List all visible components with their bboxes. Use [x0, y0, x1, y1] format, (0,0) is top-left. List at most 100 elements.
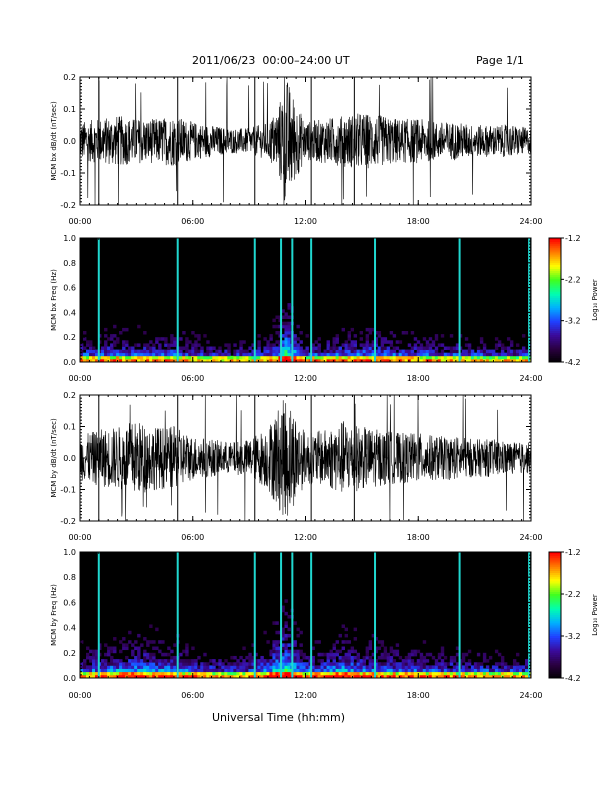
spectrogram-cell — [272, 655, 276, 660]
spectrogram-cell — [335, 352, 339, 357]
spectrogram-cell — [302, 671, 306, 676]
spectrogram-cell — [122, 646, 126, 651]
spectrogram-cell — [143, 637, 147, 641]
spectrogram-cell — [317, 640, 321, 644]
spectrogram-cell — [122, 343, 126, 347]
spectrogram-cell — [239, 340, 243, 344]
spectrogram-cell — [113, 665, 117, 669]
spectrogram-cell — [188, 668, 192, 673]
spectrogram-cell — [134, 659, 138, 663]
spectrogram-cell — [104, 355, 108, 360]
spectrogram-cell — [389, 662, 394, 666]
spectrogram-cell — [329, 674, 333, 679]
spectrogram-cell — [500, 349, 505, 354]
spectrogram-cell — [104, 652, 108, 657]
spectrogram-cell — [296, 355, 300, 360]
y-tick-label: 0.1 — [63, 105, 76, 114]
y-tick-label: 0.8 — [63, 573, 76, 582]
spectrogram-cell — [473, 665, 478, 669]
spectrogram-cell — [293, 334, 297, 338]
spectrogram-cell — [350, 668, 355, 673]
spectrogram-cell — [356, 652, 361, 657]
spectrogram-cell — [149, 665, 153, 669]
spectrogram-cell — [398, 671, 403, 676]
spectrogram-cell — [110, 671, 114, 676]
colorbar-swatch — [549, 308, 561, 311]
spectrogram-cell — [221, 352, 225, 357]
spectrogram-cell — [218, 352, 222, 357]
spectrogram-cell — [155, 355, 159, 360]
spectrogram-cell — [110, 659, 114, 663]
colorbar-swatch — [549, 665, 561, 668]
spectrogram-cell — [110, 665, 114, 669]
spectrogram-cell — [173, 674, 177, 679]
spectrogram-cell — [353, 665, 358, 669]
spectrogram-cell — [89, 340, 93, 344]
spectrogram-cell — [368, 665, 373, 669]
spectrogram-cell — [428, 349, 433, 354]
spectrogram-cell — [377, 358, 382, 363]
spectrogram-cell — [509, 358, 514, 363]
spectrogram-cell — [371, 674, 376, 679]
spectrogram-cell — [437, 662, 442, 666]
spectrogram-cell — [179, 671, 183, 676]
spectrogram-cell — [263, 337, 267, 341]
spectrogram-cell — [356, 352, 361, 357]
colorbar-swatch — [549, 560, 561, 563]
spectrogram-cell — [245, 355, 249, 360]
spectrogram-cell — [152, 674, 156, 679]
colorbar-swatch — [549, 252, 561, 256]
spectrogram-cell — [410, 355, 415, 360]
spectrogram-cell — [431, 340, 436, 344]
spectrogram-cell — [476, 352, 481, 357]
spectrogram-cell — [410, 668, 415, 673]
spectrogram-cell — [170, 352, 174, 357]
spectrogram-cell — [299, 630, 303, 635]
spectrogram-cell — [161, 671, 165, 676]
spectrogram-cell — [149, 340, 153, 344]
y-tick-label: 1.0 — [63, 548, 76, 557]
spectrogram-cell — [467, 649, 472, 654]
spectrogram-cell — [140, 665, 144, 669]
spectrogram-cell — [227, 346, 231, 350]
spectrogram-cell — [110, 358, 114, 363]
spectrogram-cell — [227, 671, 231, 676]
spectrogram-cell — [368, 674, 373, 679]
spectrogram-cell — [356, 674, 361, 679]
spectrogram-cell — [224, 352, 228, 357]
spectrogram-cell — [344, 349, 348, 354]
spectrogram-cell — [503, 352, 508, 357]
spectrogram-cell — [230, 662, 234, 666]
spectrogram-cell — [485, 668, 490, 673]
spectrogram-cell — [374, 674, 379, 679]
spectrogram-cell — [518, 358, 523, 363]
spectrogram-cell — [431, 665, 436, 669]
spectrogram-cell — [107, 349, 111, 354]
spectrogram-cell — [134, 352, 138, 357]
spectrogram-cell — [149, 671, 153, 676]
colorbar-tick-label: -2.2 — [565, 275, 581, 284]
spectrogram-cell — [167, 355, 171, 360]
spectrogram-cell — [185, 358, 189, 363]
spectrogram-cell — [272, 665, 276, 669]
spectrogram-cell — [143, 355, 147, 360]
spectrogram-cell — [167, 358, 171, 363]
colorbar-swatch — [549, 629, 561, 633]
spectrogram-cell — [422, 349, 427, 354]
spectrogram-cell — [116, 665, 120, 669]
spectrogram-cell — [359, 662, 364, 666]
spectrogram-cell — [497, 671, 502, 676]
spectrogram-cell — [437, 652, 442, 657]
spectrogram-cell — [215, 662, 219, 666]
spectrogram-cell — [443, 665, 448, 669]
spectrogram-cell — [131, 674, 135, 679]
spectrogram-cell — [287, 355, 291, 360]
colorbar-swatch — [549, 318, 561, 322]
spectrogram-cell — [227, 343, 231, 347]
spectrogram-cell — [329, 649, 333, 654]
spectrogram-cell — [251, 358, 255, 363]
spectrogram-cell — [326, 674, 330, 679]
spectrogram-cell — [431, 352, 436, 357]
spectrogram-cell — [284, 355, 288, 360]
spectrogram-cell — [410, 652, 415, 657]
